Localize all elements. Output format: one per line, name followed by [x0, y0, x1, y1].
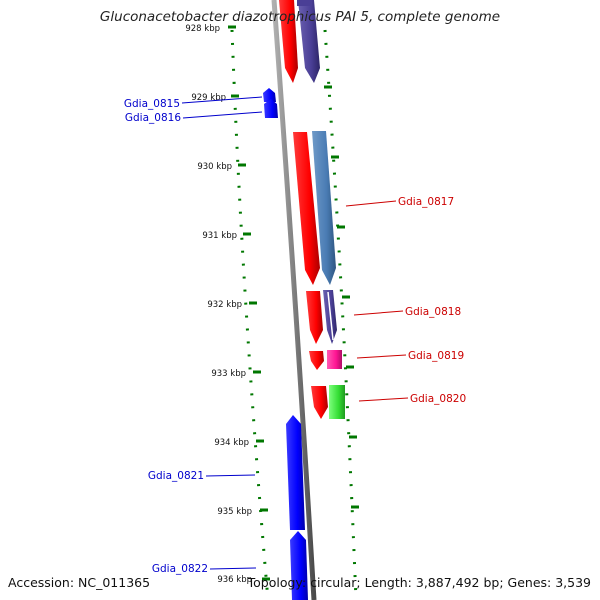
gene-label-0815: Gdia_0815 — [124, 98, 180, 110]
gene-label-0817: Gdia_0817 — [398, 196, 454, 208]
major-ticks — [228, 25, 359, 581]
gene-arrow-reverse-navy — [298, 0, 320, 83]
tick-label-933: 933 kbp — [211, 369, 246, 379]
tick-label-932: 932 kbp — [207, 300, 242, 310]
gene-label-0819: Gdia_0819 — [408, 350, 464, 362]
gene-0819-block — [327, 350, 342, 369]
gene-block-navy-top — [297, 0, 312, 6]
gene-label-0816: Gdia_0816 — [125, 112, 181, 124]
genome-backbone — [271, 0, 317, 600]
tick-label-928: 928 kbp — [185, 24, 220, 34]
tick-label-930: 930 kbp — [197, 162, 232, 172]
leader-line-0816 — [182, 111, 263, 119]
tick-label-929: 929 kbp — [191, 93, 226, 103]
leader-line-0820 — [358, 397, 409, 402]
genome-summary-text: Topology: circular; Length: 3,887,492 bp… — [247, 575, 591, 590]
gene-0818-stripe — [327, 291, 334, 341]
tick-label-934: 934 kbp — [214, 438, 249, 448]
leader-line-0821 — [205, 474, 256, 477]
gene-0820-block — [329, 385, 345, 419]
tick-label-935: 935 kbp — [217, 507, 252, 517]
map-title: Gluconacetobacter diazotrophicus PAI 5, … — [99, 9, 501, 25]
gene-0817-arrow — [312, 131, 336, 285]
gene-0817-red-arrow — [293, 132, 320, 285]
gene-0819-red-arrow — [309, 351, 324, 370]
leader-line-0822 — [209, 567, 257, 570]
tick-label-931: 931 kbp — [202, 231, 237, 241]
gene-label-0821: Gdia_0821 — [148, 470, 204, 482]
accession-text: Accession: NC_011365 — [8, 575, 151, 590]
gene-0816-arrow — [264, 99, 278, 118]
leader-line-0819 — [356, 354, 407, 359]
leader-line-0817 — [345, 200, 397, 207]
gene-0820-red-arrow — [311, 386, 328, 419]
gene-0822-arrow — [290, 531, 308, 600]
gene-label-0820: Gdia_0820 — [410, 393, 466, 405]
tick-label-936: 936 kbp — [217, 575, 252, 585]
gene-0821-arrow — [286, 415, 305, 530]
leader-line-0815 — [181, 96, 263, 104]
gene-0818-red-arrow — [306, 291, 323, 344]
leader-line-0818 — [353, 310, 404, 316]
gene-label-0818: Gdia_0818 — [405, 306, 461, 318]
gene-0815-arrow — [263, 88, 276, 102]
gene-label-0822: Gdia_0822 — [152, 563, 208, 575]
gene-arrow-reverse — [279, 0, 298, 83]
